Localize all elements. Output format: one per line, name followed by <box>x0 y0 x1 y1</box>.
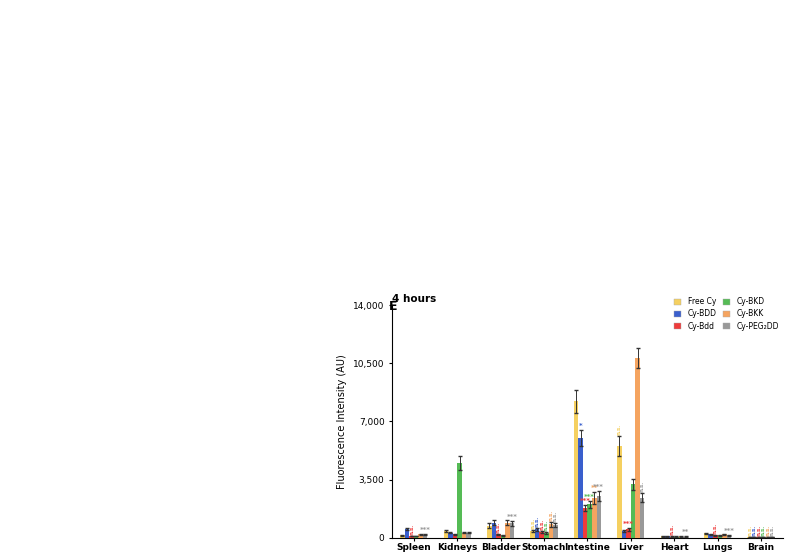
Text: n.s.: n.s. <box>756 525 761 536</box>
Bar <box>553 525 558 538</box>
Text: n.s.: n.s. <box>530 517 535 529</box>
Text: **: ** <box>682 529 690 535</box>
Bar <box>727 535 731 538</box>
Bar <box>548 524 553 538</box>
Text: ***: *** <box>420 527 431 533</box>
Text: n.s.: n.s. <box>495 521 501 533</box>
Bar <box>717 535 722 538</box>
Bar <box>418 534 423 538</box>
Bar <box>574 402 578 538</box>
Text: n.s.: n.s. <box>535 516 540 527</box>
Bar <box>626 529 630 538</box>
Bar <box>443 531 448 538</box>
Text: n.s.: n.s. <box>747 524 752 535</box>
Bar <box>617 446 622 538</box>
Bar <box>540 532 544 538</box>
Bar <box>709 534 713 538</box>
Text: n.s.: n.s. <box>669 524 675 535</box>
Text: ***: *** <box>623 521 634 527</box>
Bar <box>630 484 635 538</box>
Bar <box>457 463 462 538</box>
Bar <box>752 537 757 538</box>
Bar <box>670 536 674 538</box>
Text: n.s.: n.s. <box>765 524 770 536</box>
Text: n.s.: n.s. <box>548 509 553 521</box>
Bar <box>453 534 457 538</box>
Bar <box>530 531 535 538</box>
Bar <box>635 358 640 538</box>
Text: *: * <box>579 423 582 429</box>
Text: E: E <box>389 300 398 312</box>
Bar <box>448 533 453 538</box>
Bar <box>704 534 709 538</box>
Bar <box>679 536 683 538</box>
Bar <box>492 522 496 538</box>
Bar <box>683 536 688 538</box>
Bar <box>544 533 548 538</box>
Bar <box>535 529 540 538</box>
Bar <box>510 524 514 538</box>
Text: ***: *** <box>584 494 595 500</box>
Bar <box>587 505 592 538</box>
Text: n.s.: n.s. <box>712 522 718 534</box>
Text: n.s.: n.s. <box>617 424 622 435</box>
Bar <box>423 535 428 538</box>
Bar <box>500 535 505 538</box>
Bar <box>660 536 665 538</box>
Bar <box>722 534 727 538</box>
Bar <box>583 508 587 538</box>
Bar <box>770 537 775 538</box>
Text: n.s.: n.s. <box>539 518 544 530</box>
Text: **: ** <box>591 485 598 491</box>
Bar <box>409 536 413 538</box>
Text: n.s.: n.s. <box>752 524 757 535</box>
Bar <box>578 438 583 538</box>
Bar <box>765 537 770 538</box>
Y-axis label: Fluorescence Intensity (AU): Fluorescence Intensity (AU) <box>338 354 347 489</box>
Bar <box>505 522 510 538</box>
Text: ***: *** <box>580 498 591 504</box>
Bar <box>400 535 405 538</box>
Text: n.s.: n.s. <box>770 524 775 536</box>
Text: n.s.: n.s. <box>640 480 645 492</box>
Bar <box>747 537 752 538</box>
Text: n.s.: n.s. <box>409 523 414 535</box>
Text: ***: *** <box>593 484 604 491</box>
Bar <box>496 534 500 538</box>
Text: ***: *** <box>724 528 735 534</box>
Bar <box>462 533 466 538</box>
Bar <box>405 529 409 538</box>
Bar <box>466 533 471 538</box>
Text: 4 hours: 4 hours <box>392 295 436 305</box>
Bar <box>413 536 418 538</box>
Legend: Free Cy, Cy-BDD, Cy-Bdd, Cy-BKD, Cy-BKK, Cy-PEG₂DD: Free Cy, Cy-BDD, Cy-Bdd, Cy-BKD, Cy-BKK,… <box>674 297 779 330</box>
Bar <box>487 526 492 538</box>
Bar <box>592 498 596 538</box>
Text: ***: *** <box>507 514 518 520</box>
Text: n.s.: n.s. <box>761 525 766 536</box>
Bar <box>640 498 645 538</box>
Bar <box>674 536 679 538</box>
Bar <box>665 536 670 538</box>
Bar <box>622 531 626 538</box>
Text: n.s.: n.s. <box>544 519 549 531</box>
Text: n.s.: n.s. <box>553 511 558 522</box>
Bar <box>713 535 717 538</box>
Bar <box>596 496 601 538</box>
